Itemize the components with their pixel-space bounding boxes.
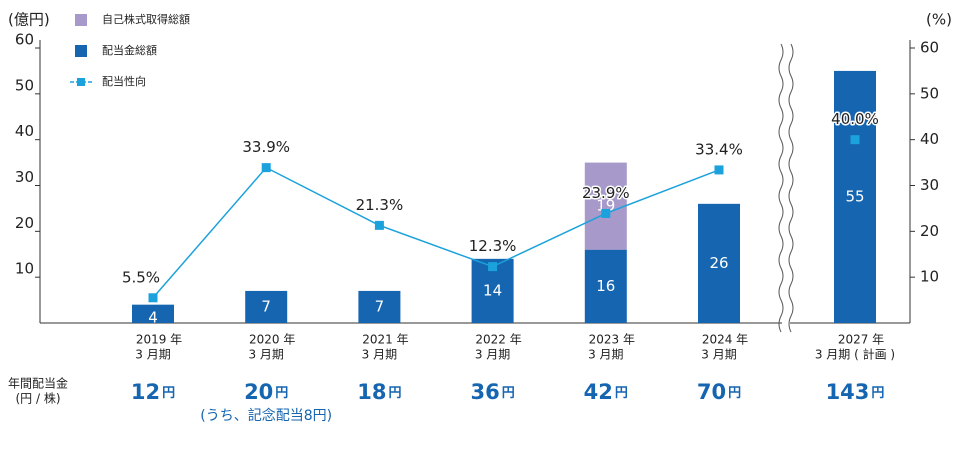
annual-dividend-value: 143 bbox=[826, 380, 870, 404]
annual-dividend-unit: 円 bbox=[275, 386, 288, 401]
y-tick-label: 40 bbox=[15, 122, 34, 140]
annual-dividend-unit: 円 bbox=[162, 386, 175, 401]
line-label: 23.9% bbox=[582, 184, 630, 202]
bar bbox=[358, 290, 401, 323]
annual-dividend: 12 円 bbox=[131, 380, 175, 404]
row-title: (円 / 株) bbox=[15, 391, 60, 406]
line-label: 5.5% bbox=[122, 268, 160, 286]
annual-dividend: 36 円 bbox=[470, 380, 514, 404]
x-tick-label: 3 月期 bbox=[135, 348, 170, 362]
y2-tick-label: 40 bbox=[920, 130, 939, 148]
line-marker bbox=[488, 262, 498, 272]
y2-tick-label: 20 bbox=[920, 222, 939, 240]
bar-label: 16 bbox=[596, 277, 615, 295]
annual-dividend-value: 36 bbox=[470, 380, 499, 404]
annual-dividend: 70 円 bbox=[697, 380, 741, 404]
x-tick-label: 3 月期 bbox=[248, 348, 283, 362]
y-tick-label: 10 bbox=[15, 260, 34, 278]
x-tick-label: 2027 年 bbox=[838, 333, 884, 347]
bar bbox=[132, 304, 174, 323]
axis-break bbox=[778, 43, 794, 333]
y2-tick-label: 30 bbox=[920, 176, 939, 194]
line-marker bbox=[850, 135, 860, 145]
annual-dividend-unit: 円 bbox=[871, 386, 884, 401]
y-tick-label: 60 bbox=[15, 31, 34, 49]
x-tick-label: 2023 年 bbox=[589, 333, 635, 347]
line-marker bbox=[261, 163, 271, 173]
y2-tick-label: 50 bbox=[920, 84, 939, 102]
bar-label: 7 bbox=[375, 297, 385, 315]
legend-label: 自己株式取得総額 bbox=[102, 12, 190, 26]
bar bbox=[584, 162, 627, 250]
annual-dividend-unit: 円 bbox=[728, 386, 741, 401]
x-tick-label: 3 月期 bbox=[701, 348, 736, 362]
legend-swatch bbox=[77, 78, 85, 86]
annual-dividend: 18 円 bbox=[357, 380, 401, 404]
bar bbox=[584, 249, 627, 323]
annual-dividend-unit: 円 bbox=[615, 386, 628, 401]
annual-dividend: 42 円 bbox=[584, 380, 628, 404]
line-label: 33.4% bbox=[695, 140, 743, 158]
line-label: 33.9% bbox=[242, 138, 290, 156]
annual-dividend-note: (うち、記念配当8円) bbox=[200, 407, 332, 424]
row-title: 年間配当金 bbox=[8, 376, 68, 391]
line-label: 40.0% bbox=[831, 110, 879, 128]
bar-label: 26 bbox=[709, 254, 728, 272]
y2-tick-label: 10 bbox=[920, 268, 939, 286]
x-tick-label: 3 月期 ( 計画 ) bbox=[815, 347, 895, 362]
bar-label: 19 bbox=[596, 197, 615, 215]
legend-swatch bbox=[75, 14, 87, 26]
line-marker bbox=[374, 220, 384, 230]
x-tick-label: 2021 年 bbox=[362, 333, 408, 347]
y-tick-label: 20 bbox=[15, 214, 34, 232]
x-tick-label: 2020 年 bbox=[249, 333, 295, 347]
line-label: 12.3% bbox=[469, 237, 517, 255]
annual-dividend-unit: 円 bbox=[389, 386, 402, 401]
line-marker bbox=[148, 293, 158, 303]
x-tick-label: 3 月期 bbox=[362, 348, 397, 362]
annual-dividend-value: 42 bbox=[584, 380, 613, 404]
legend-label: 配当性向 bbox=[102, 74, 146, 88]
x-tick-label: 3 月期 bbox=[588, 348, 623, 362]
annual-dividend-unit: 円 bbox=[502, 386, 515, 401]
y2-tick-label: 60 bbox=[920, 39, 939, 57]
y2-axis-title: (%) bbox=[926, 11, 952, 29]
annual-dividend: 20 円 bbox=[244, 380, 288, 404]
y-tick-label: 50 bbox=[15, 76, 34, 94]
bar-label: 55 bbox=[845, 187, 864, 205]
line-label: 21.3% bbox=[356, 196, 404, 214]
bar-label: 4 bbox=[148, 308, 158, 326]
x-tick-label: 2019 年 bbox=[136, 333, 182, 347]
x-tick-label: 3 月期 bbox=[475, 348, 510, 362]
line-marker bbox=[601, 208, 611, 218]
bar bbox=[245, 290, 288, 323]
legend-label: 配当金総額 bbox=[102, 43, 157, 57]
line bbox=[152, 166, 720, 299]
annual-dividend-value: 18 bbox=[357, 380, 386, 404]
annual-dividend-value: 12 bbox=[131, 380, 160, 404]
annual-dividend-value: 20 bbox=[244, 380, 273, 404]
y-tick-label: 30 bbox=[15, 168, 34, 186]
x-tick-label: 2022 年 bbox=[475, 333, 521, 347]
line-marker bbox=[714, 165, 724, 175]
bar bbox=[698, 203, 740, 323]
annual-dividend-value: 70 bbox=[697, 380, 726, 404]
legend-swatch bbox=[75, 45, 87, 57]
bar-label: 14 bbox=[483, 281, 502, 299]
y-axis-title: (億円) bbox=[8, 11, 50, 29]
x-tick-label: 2024 年 bbox=[702, 333, 748, 347]
bar-label: 7 bbox=[261, 297, 271, 315]
bar bbox=[834, 70, 876, 324]
annual-dividend: 143 円 bbox=[826, 380, 885, 404]
